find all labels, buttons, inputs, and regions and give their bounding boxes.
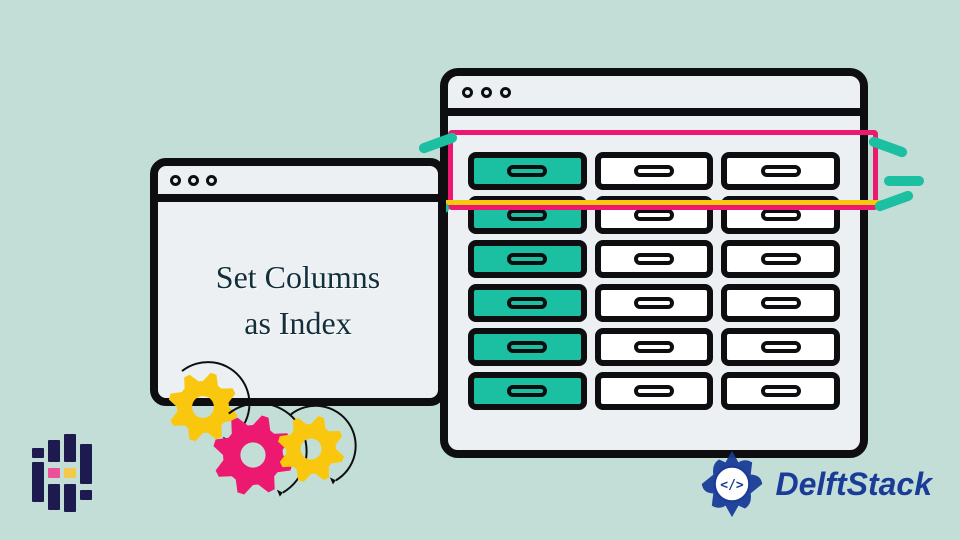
logo-bar bbox=[32, 448, 44, 458]
table-area bbox=[448, 116, 860, 420]
dataframe-table bbox=[468, 152, 840, 410]
cell-pill-icon bbox=[634, 165, 674, 177]
window-control-dot bbox=[500, 87, 511, 98]
headline-line-1: Set Columns bbox=[216, 259, 380, 295]
cell-pill-icon bbox=[761, 209, 801, 221]
logo-bar bbox=[64, 434, 76, 462]
logo-bar bbox=[64, 484, 76, 512]
table-cell bbox=[595, 284, 714, 322]
table-cell bbox=[468, 372, 587, 410]
cell-pill-icon bbox=[761, 297, 801, 309]
table-cell bbox=[721, 240, 840, 278]
svg-text:</>: </> bbox=[720, 478, 744, 493]
cell-pill-icon bbox=[507, 165, 547, 177]
headline-text: Set Columns as Index bbox=[216, 254, 380, 347]
headline-line-2: as Index bbox=[244, 305, 352, 341]
infographic-canvas: Set Columns as Index </> DelftStack bbox=[0, 0, 960, 540]
window-control-dot bbox=[170, 175, 181, 186]
logo-bar bbox=[48, 484, 60, 510]
table-cell bbox=[595, 328, 714, 366]
table-col bbox=[595, 152, 714, 410]
pandas-logo-icon bbox=[32, 434, 112, 514]
gears-icon bbox=[145, 345, 385, 505]
table-cell bbox=[721, 372, 840, 410]
logo-bar bbox=[48, 468, 60, 478]
table-cell bbox=[468, 196, 587, 234]
brand-name: DelftStack bbox=[776, 466, 933, 503]
table-col bbox=[468, 152, 587, 410]
logo-bar bbox=[48, 440, 60, 462]
table-cell bbox=[721, 196, 840, 234]
cell-pill-icon bbox=[507, 341, 547, 353]
cell-pill-icon bbox=[761, 165, 801, 177]
table-cell bbox=[595, 240, 714, 278]
table-col bbox=[721, 152, 840, 410]
logo-bar bbox=[80, 490, 92, 500]
cell-pill-icon bbox=[634, 385, 674, 397]
logo-bar bbox=[80, 444, 92, 484]
window-control-dot bbox=[206, 175, 217, 186]
table-cell bbox=[595, 196, 714, 234]
spark-accent-icon bbox=[884, 176, 924, 186]
gears-cluster bbox=[145, 345, 385, 505]
logo-bar bbox=[32, 462, 44, 502]
cell-pill-icon bbox=[634, 297, 674, 309]
table-cell bbox=[595, 372, 714, 410]
cell-pill-icon bbox=[507, 209, 547, 221]
cell-pill-icon bbox=[761, 385, 801, 397]
cell-pill-icon bbox=[507, 385, 547, 397]
data-window-back bbox=[440, 68, 868, 458]
spark-accent-icon bbox=[873, 189, 914, 212]
table-cell bbox=[721, 328, 840, 366]
cell-pill-icon bbox=[507, 253, 547, 265]
mandala-icon: </> bbox=[696, 448, 768, 520]
cell-pill-icon bbox=[761, 341, 801, 353]
table-cell bbox=[468, 328, 587, 366]
table-cell bbox=[468, 284, 587, 322]
table-cell bbox=[595, 152, 714, 190]
window-control-dot bbox=[462, 87, 473, 98]
cell-pill-icon bbox=[761, 253, 801, 265]
window-back-titlebar bbox=[448, 76, 860, 116]
table-cell bbox=[721, 284, 840, 322]
cell-pill-icon bbox=[634, 253, 674, 265]
logo-bar bbox=[64, 468, 76, 478]
delftstack-logo: </> DelftStack bbox=[696, 448, 933, 520]
spark-accent-icon bbox=[867, 135, 908, 158]
cell-pill-icon bbox=[507, 297, 547, 309]
window-front-titlebar bbox=[158, 166, 438, 202]
window-control-dot bbox=[188, 175, 199, 186]
cell-pill-icon bbox=[634, 209, 674, 221]
cell-pill-icon bbox=[634, 341, 674, 353]
table-cell bbox=[468, 152, 587, 190]
table-cell bbox=[468, 240, 587, 278]
table-cell bbox=[721, 152, 840, 190]
window-control-dot bbox=[481, 87, 492, 98]
